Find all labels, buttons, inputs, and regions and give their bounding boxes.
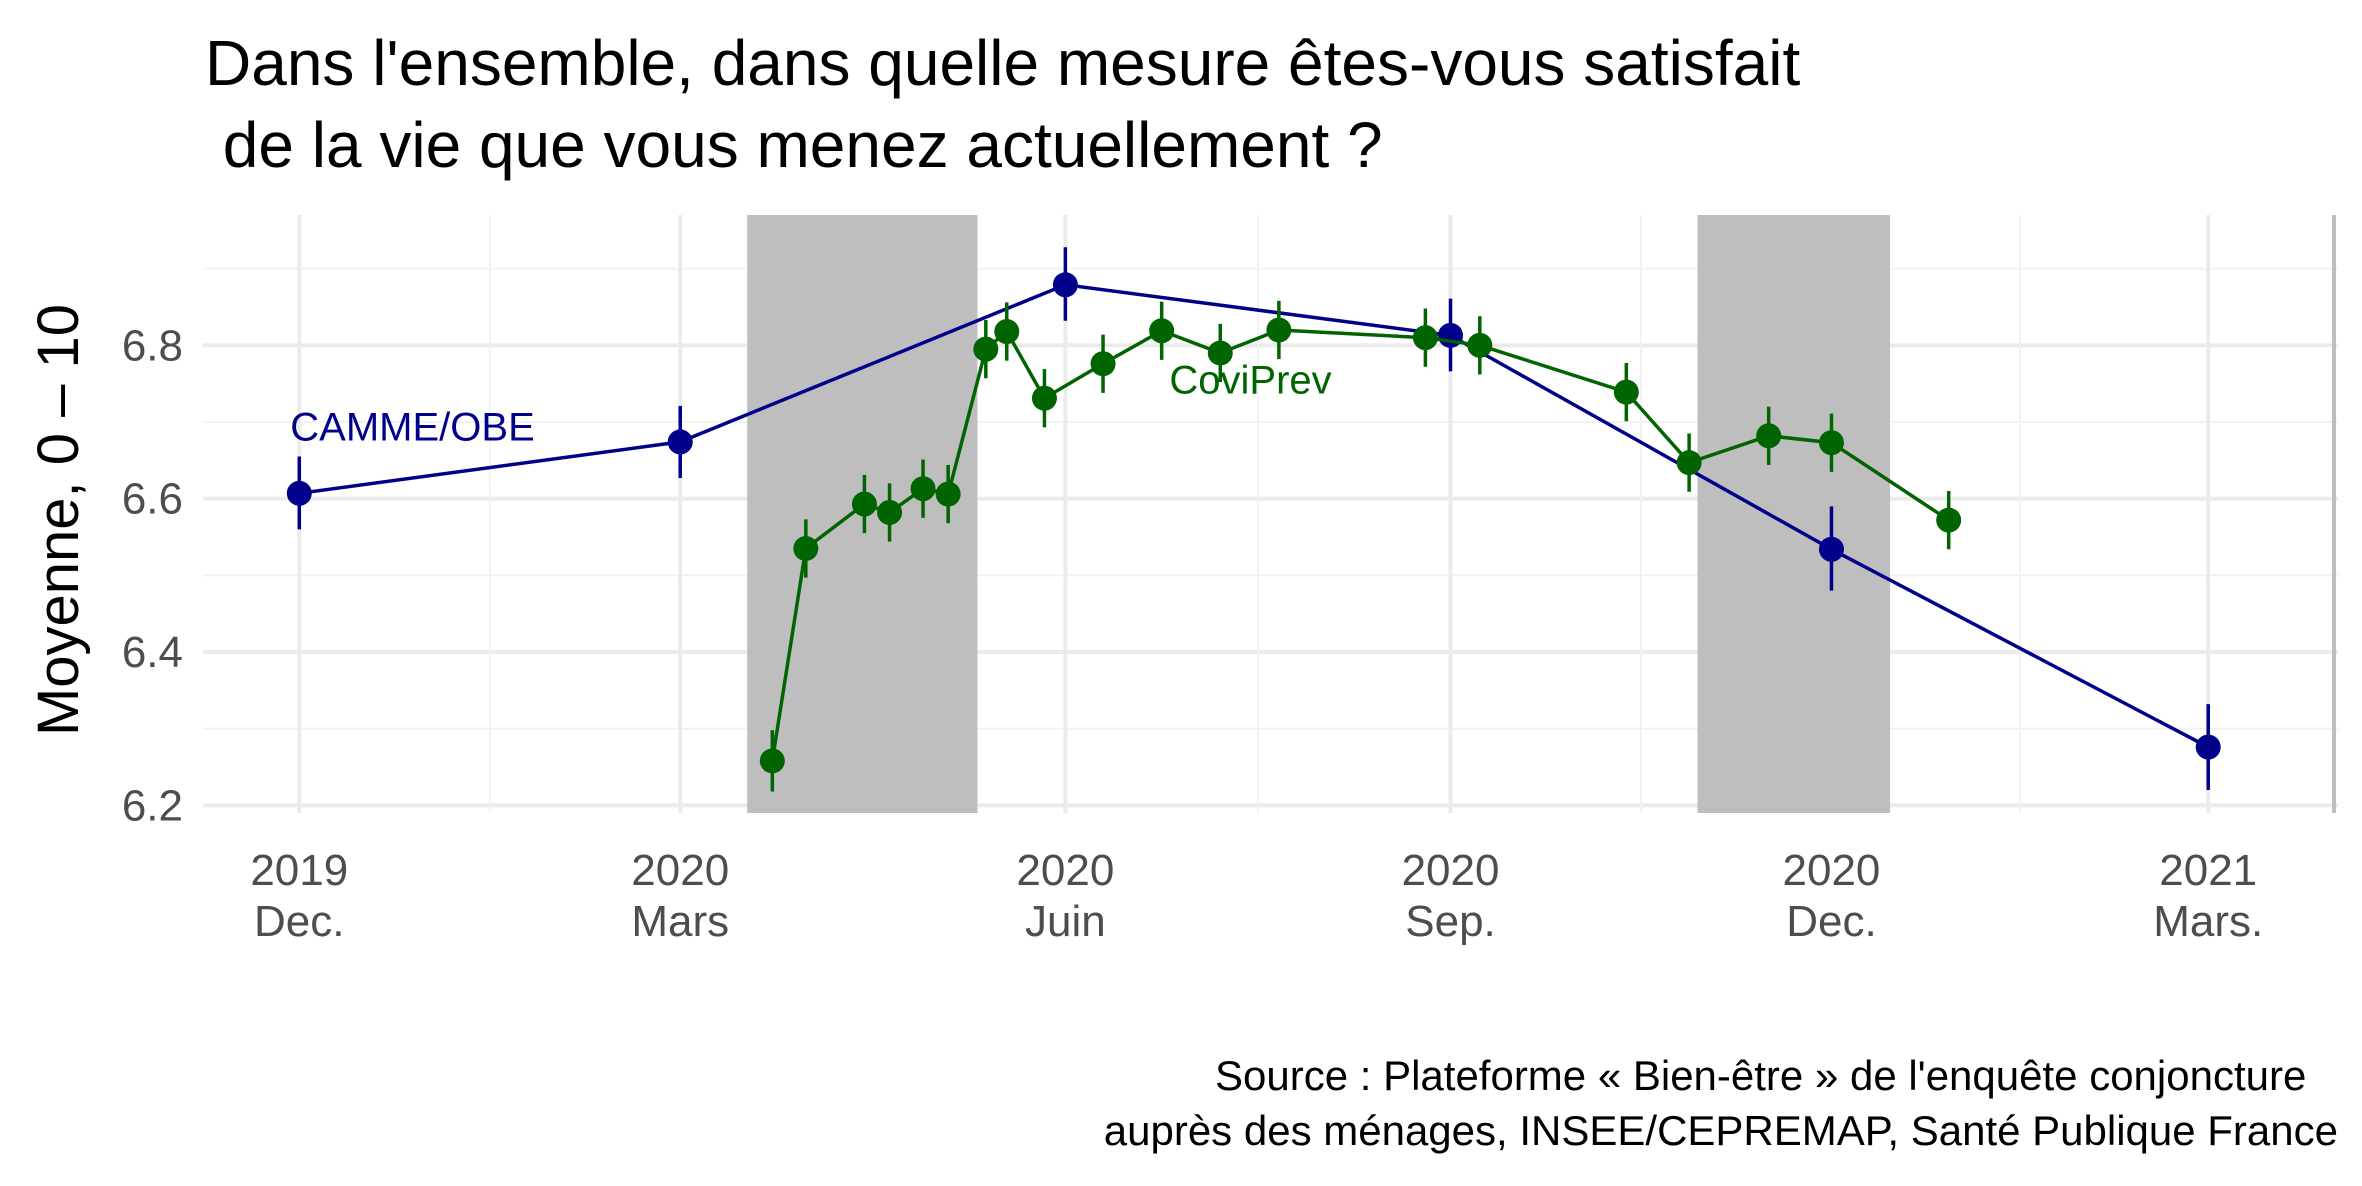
data-point: [667, 429, 693, 455]
series-labels: CAMME/OBE CoviPrev: [290, 359, 1331, 450]
x-tick-label-year: 2020: [631, 846, 729, 895]
series-label: CoviPrev: [1169, 359, 1331, 403]
data-point: [759, 748, 785, 774]
data-point: [2195, 734, 2221, 760]
data-point: [994, 319, 1020, 345]
chart-title-line-1: Dans l'ensemble, dans quelle mesure êtes…: [205, 27, 1800, 99]
x-tick-label-year: 2020: [1016, 846, 1114, 895]
data-point: [910, 476, 936, 502]
chart-title: Dans l'ensemble, dans quelle mesure êtes…: [205, 27, 1800, 181]
y-axis-label: Moyenne, 0 – 10: [26, 304, 91, 736]
series-label: CAMME/OBE: [290, 405, 534, 449]
x-tick-label-month: Mars.: [2153, 897, 2263, 946]
y-tick-label: 6.2: [122, 781, 183, 830]
data-point: [1412, 325, 1438, 351]
data-point: [1936, 507, 1962, 533]
data-point: [1818, 430, 1844, 456]
data-point: [793, 536, 819, 561]
x-tick-label-month: Sep.: [1405, 897, 1496, 946]
data-point: [877, 499, 903, 525]
x-tick-label-year: 2020: [1783, 846, 1881, 895]
series-line: [299, 283, 2210, 749]
series-layer: [286, 247, 2221, 792]
x-tick-label-month: Dec.: [1786, 897, 1876, 946]
data-point: [1676, 450, 1702, 476]
chart-title-line-2: de la vie que vous menez actuellement ?: [205, 109, 1383, 181]
chart-caption: Source : Plateforme « Bien-être » de l'e…: [1104, 1052, 2338, 1154]
x-tick-label-month: Juin: [1025, 897, 1106, 946]
data-point: [1149, 318, 1175, 344]
x-tick-label-year: 2021: [2159, 846, 2257, 895]
data-point: [1467, 332, 1493, 358]
data-point: [1031, 385, 1057, 411]
data-point: [1818, 536, 1844, 562]
y-tick-label: 6.4: [122, 628, 183, 677]
caption-line-2: auprès des ménages, INSEE/CEPREMAP, Sant…: [1104, 1107, 2338, 1154]
data-point: [1052, 272, 1078, 298]
data-point: [286, 480, 312, 506]
y-tick-label: 6.6: [122, 475, 183, 524]
y-tick-labels: 6.2 6.4 6.6 6.8: [122, 321, 183, 830]
caption-line-1: Source : Plateforme « Bien-être » de l'e…: [1215, 1052, 2318, 1099]
series-coviprev: [759, 300, 1962, 792]
series-camme-obe: [286, 247, 2221, 790]
data-point: [1756, 423, 1782, 449]
y-tick-label: 6.8: [122, 321, 183, 370]
lockdown-shaded-period: [1697, 215, 1891, 813]
data-point: [1207, 340, 1233, 366]
data-point: [935, 481, 961, 507]
x-tick-labels: 2019Dec.2020Mars2020Juin2020Sep.2020Dec.…: [250, 846, 2263, 946]
gridlines: [203, 215, 2338, 813]
shaded-periods: [747, 215, 1891, 813]
data-point: [1613, 379, 1639, 405]
data-point: [851, 491, 877, 517]
data-point: [1090, 351, 1116, 377]
x-tick-label-month: Mars: [631, 897, 729, 946]
x-tick-label-month: Dec.: [254, 897, 344, 946]
x-tick-label-year: 2019: [250, 846, 348, 895]
data-point: [1266, 317, 1292, 343]
x-tick-label-year: 2020: [1402, 846, 1500, 895]
data-point: [973, 336, 999, 362]
